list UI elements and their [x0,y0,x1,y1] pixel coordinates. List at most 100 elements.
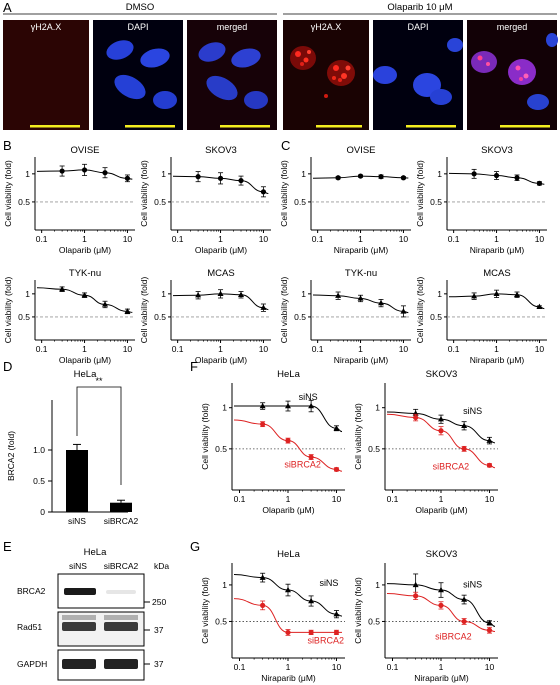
channel-label: DAPI [407,22,428,32]
x-axis-label: Olaparib (μM) [195,245,247,255]
data-point [461,446,467,452]
panel-label-a: A [3,0,12,15]
x-tick-sibrca2: siBRCA2 [104,516,139,526]
x-tick-label: 0.1 [172,344,184,354]
y-axis-label: Cell viability (fold) [139,277,149,344]
data-point [259,402,266,409]
data-point [378,174,384,180]
y-tick-label: 0.5 [18,197,30,207]
data-point [59,286,66,292]
band [62,622,96,631]
x-tick-label: 1 [286,494,291,504]
data-point [102,301,109,307]
band [64,588,96,595]
data-point [357,173,364,179]
y-tick-label: 0.5 [154,197,166,207]
x-tick-label: 10 [259,234,269,244]
data-point [195,174,201,180]
band [104,659,138,669]
x-tick-label: 10 [123,344,133,354]
data-point [81,292,88,298]
data-point [400,175,407,181]
chart-title: SKOV3 [426,549,458,560]
y-axis-label: Cell viability (fold) [415,277,425,344]
channel-label: merged [497,22,528,32]
channel-label: DAPI [127,22,148,32]
y-axis-label: Cell viability (fold) [3,160,13,227]
fit-curve [36,287,133,313]
y-tick-0: 0 [40,507,45,517]
data-point [285,629,291,636]
blot-kda-gapdh: 37 [154,659,164,669]
data-point [461,596,468,602]
chart-title: HeLa [74,369,97,380]
y-axis-label: Cell viability (fold) [279,160,289,227]
scale-bar [406,125,456,128]
data-point [124,308,131,314]
data-point [486,462,493,468]
y-tick-label: 0.5 [215,616,227,626]
significance-bracket [76,386,122,485]
x-tick-label: 1 [218,344,223,354]
scale-bar [220,125,270,128]
data-point [514,291,521,297]
micrograph-olaparib-gh2ax [283,20,369,130]
significance-stars: ** [95,376,103,386]
data-point [260,602,266,608]
series-label: siBRCA2 [307,635,344,645]
y-tick-label: 0.5 [368,616,380,626]
x-tick-label: 0.1 [387,662,399,672]
y-tick-label: 0.5 [18,312,30,322]
x-tick-label: 1 [494,234,499,244]
x-tick-label: 0.1 [36,344,48,354]
panel-label-d: D [3,359,12,374]
band [106,590,136,594]
data-point [486,437,493,443]
blot-protein-gapdh: GAPDH [17,659,47,669]
micrograph-dmso-merged [187,20,277,130]
data-point [335,292,342,298]
y-axis-label: Cell viability (fold) [353,577,363,644]
y-tick-label: 0.5 [294,197,306,207]
chart-c3: TYK-nu 0.5 1 0.1 1 10 Niraparib (μM) Cell viabi… [279,268,411,365]
y-tick-label: 0.5 [430,312,442,322]
x-tick-label: 1 [358,234,363,244]
data-point [357,295,364,301]
x-tick-label: 0.1 [234,494,246,504]
blot-kda-rad51: 37 [154,625,164,635]
x-axis-label: Olaparib (μM) [415,505,467,515]
y-tick-label: 1 [301,289,306,299]
x-tick-label: 10 [399,344,409,354]
chart-c1: OVISE 0.5 1 0.1 1 10 Niraparib (μM) Cell viabil… [279,145,411,255]
y-axis-label: Cell viability (fold) [200,403,210,470]
data-point [335,175,341,181]
data-point [437,416,444,422]
x-axis-label: Olaparib (μM) [59,245,111,255]
x-tick-label: 1 [439,662,444,672]
x-tick-label: 0.1 [312,234,324,244]
data-point [260,304,267,310]
data-point [438,428,444,434]
series-label: siNS [319,578,338,588]
x-axis-label: Niraparib (μM) [470,245,525,255]
scale-bar [125,125,175,128]
data-point [412,581,419,588]
chart-title: HeLa [277,369,300,380]
scale-bar [316,125,362,128]
y-tick-label: 1 [161,169,166,179]
channel-label: merged [217,22,248,32]
y-tick-label: 1 [437,169,442,179]
chart-title: OVISE [70,145,99,156]
fit-curve [233,598,342,633]
data-point [308,629,314,636]
y-tick-label: 0.5 [294,312,306,322]
chart-f2: SKOV3 0.5 1 0.1 1 10 Olaparib (μM) Cell viabili… [353,369,498,515]
chart-title: SKOV3 [481,145,513,156]
data-point [260,421,266,427]
blot-protein-rad51: Rad51 [17,622,42,632]
data-point [81,167,88,173]
x-tick-label: 1 [358,344,363,354]
series-label: siBRCA2 [284,459,321,469]
x-tick-label: 0.1 [172,234,184,244]
x-axis-label: Olaparib (μM) [59,355,111,365]
